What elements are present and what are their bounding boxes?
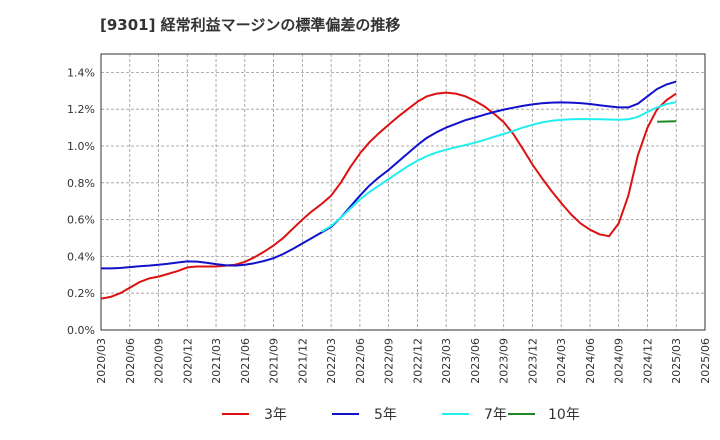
legend-label: 5年: [374, 407, 397, 423]
plot-border: [100, 53, 706, 331]
x-tick-label: 2024/12: [641, 338, 654, 384]
x-tick-label: 2025/03: [670, 338, 683, 384]
legend-label: 7年: [484, 407, 507, 423]
x-tick-label: 2025/06: [699, 338, 712, 384]
x-tick-label: 2023/06: [469, 338, 482, 384]
x-tick-label: 2024/06: [584, 338, 597, 384]
legend: 3年 5年 7年 10年: [222, 407, 580, 423]
x-tick-label: 2020/09: [153, 338, 166, 384]
series-line-10年: [657, 120, 677, 123]
legend-label: 10年: [548, 407, 580, 423]
y-tick-label: 0.6%: [67, 214, 95, 227]
y-tick-label: 0.2%: [67, 287, 95, 300]
x-axis-ticks: 2020/03 2020/06 2020/09 2020/12 2021/03 2021/…: [95, 338, 712, 384]
y-axis-ticks: 0.0% 0.2% 0.4% 0.6% 0.8% 1.0% 1.2% 1.4%: [67, 66, 95, 337]
series-line-7年: [320, 101, 677, 233]
x-tick-label: 2024/03: [555, 338, 568, 384]
x-tick-label: 2022/03: [325, 338, 338, 384]
x-tick-label: 2022/06: [354, 338, 367, 384]
x-tick-label: 2023/03: [440, 338, 453, 384]
legend-label: 3年: [264, 407, 287, 423]
x-tick-label: 2023/09: [498, 338, 511, 384]
y-tick-label: 0.8%: [67, 177, 95, 190]
y-tick-label: 0.0%: [67, 324, 95, 337]
x-tick-label: 2024/09: [613, 338, 626, 384]
y-tick-label: 1.2%: [67, 103, 95, 116]
x-tick-label: 2021/06: [239, 338, 252, 384]
x-tick-label: 2021/12: [296, 338, 309, 384]
x-tick-label: 2020/03: [95, 338, 108, 384]
x-tick-label: 2020/12: [181, 338, 194, 384]
series-line-3年: [100, 91, 677, 300]
y-tick-label: 1.0%: [67, 140, 95, 153]
x-tick-label: 2020/06: [124, 338, 137, 384]
x-tick-label: 2021/09: [268, 338, 281, 384]
x-tick-label: 2022/12: [411, 338, 424, 384]
chart-title: [9301] 経常利益マージンの標準偏差の推移: [100, 16, 401, 34]
x-tick-label: 2023/12: [526, 338, 539, 384]
y-tick-label: 1.4%: [67, 66, 95, 79]
plot-area: [101, 54, 705, 330]
series-lines: [100, 80, 677, 300]
y-tick-label: 0.4%: [67, 250, 95, 263]
x-tick-label: 2022/09: [383, 338, 396, 384]
grid-lines: [101, 54, 705, 330]
x-tick-label: 2021/03: [210, 338, 223, 384]
series-line-5年: [101, 80, 677, 270]
